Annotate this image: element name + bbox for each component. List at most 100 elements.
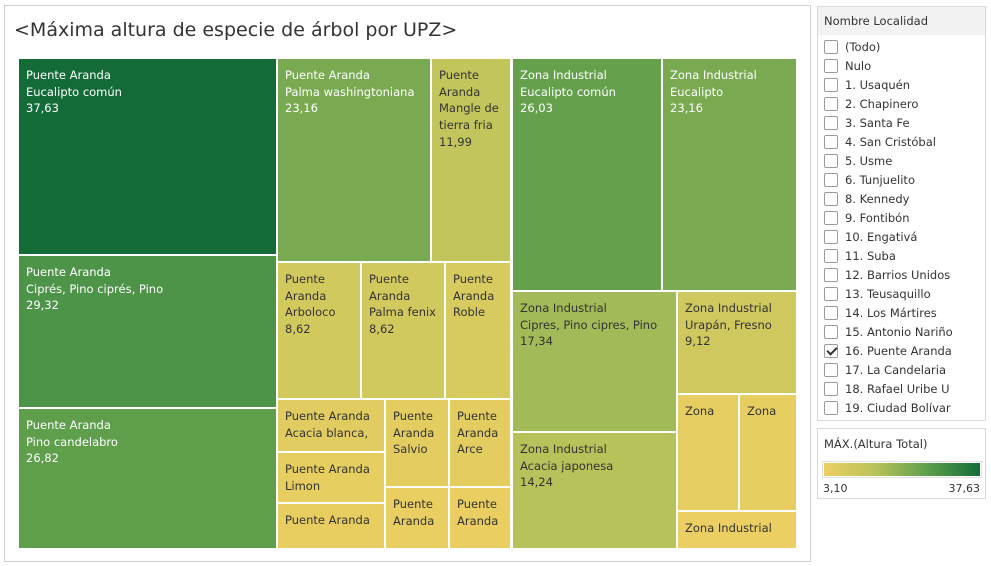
treemap-cell-label-line: Acacia japonesa xyxy=(520,458,614,473)
treemap-cell-label: Zona xyxy=(685,403,735,420)
filter-item[interactable]: 14. Los Mártires xyxy=(824,303,953,322)
treemap-cell-label-line: 8,62 xyxy=(369,322,395,337)
treemap-cell[interactable]: Puente Aranda Roble xyxy=(445,262,511,399)
treemap-cell-label-line: 8,62 xyxy=(285,322,311,337)
checkbox-icon[interactable] xyxy=(824,305,838,320)
treemap-cell-label-line: Zona Industrial xyxy=(520,442,607,456)
treemap-cell-label-line: 14,24 xyxy=(520,475,553,490)
treemap-cell[interactable]: Zona xyxy=(739,394,797,511)
filter-item[interactable]: (Todo) xyxy=(824,37,953,56)
treemap-cell-label-line: Aranda xyxy=(439,84,481,99)
treemap-cell[interactable]: Puente Aranda Eucalipto común 37,63 xyxy=(18,58,277,255)
checkbox-icon[interactable] xyxy=(824,286,838,301)
filter-item-label: Nulo xyxy=(845,58,872,73)
treemap-cell-label-line: Aranda xyxy=(393,425,435,440)
treemap-cell-label: Zona Industrial Urapán, Fresno 9,12 xyxy=(685,300,793,350)
treemap-cell-label: Puente Aranda Arboloco 8,62 xyxy=(285,271,357,338)
treemap-cell-label-line: Roble xyxy=(453,305,486,320)
filter-item[interactable]: 15. Antonio Nariño xyxy=(824,322,953,341)
treemap-cell[interactable]: Zona Industrial Eucalipto 23,16 xyxy=(662,58,797,291)
treemap-cell-label-line: Puente Aranda xyxy=(26,418,111,432)
treemap-cell-label: Puente Aranda xyxy=(457,496,507,529)
filter-item[interactable]: 19. Ciudad Bolívar xyxy=(824,398,953,417)
checkbox-icon[interactable] xyxy=(824,400,838,415)
filter-item-label: 5. Usme xyxy=(845,153,893,168)
treemap-cell[interactable]: Puente Aranda xyxy=(277,503,385,549)
treemap-cell[interactable]: Zona xyxy=(677,394,739,511)
filter-item[interactable]: 8. Kennedy xyxy=(824,189,953,208)
treemap-cell[interactable]: Puente Aranda Pino candelabro 26,82 xyxy=(18,408,277,549)
checkbox-icon[interactable] xyxy=(824,267,838,282)
treemap-cell[interactable]: Zona Industrial Eucalipto común 26,03 xyxy=(512,58,662,291)
treemap-chart: Puente Aranda Eucalipto común 37,63 Puente … xyxy=(5,6,812,563)
treemap-cell[interactable]: Puente Aranda Mangle de tierra fria 11,99 xyxy=(431,58,511,262)
treemap-cell[interactable]: Zona Industrial Urapán, Fresno 9,12 xyxy=(677,291,797,394)
treemap-cell[interactable]: Puente Aranda xyxy=(385,487,449,549)
checkbox-icon[interactable] xyxy=(824,172,838,187)
filter-item[interactable]: 5. Usme xyxy=(824,151,953,170)
treemap-cell[interactable]: Zona Industrial Cipres, Pino cipres, Pino… xyxy=(512,291,677,432)
checkbox-icon[interactable] xyxy=(824,191,838,206)
checkbox-icon[interactable] xyxy=(824,248,838,263)
checkbox-icon[interactable] xyxy=(824,77,838,92)
treemap-cell-label-line: 26,82 xyxy=(26,451,59,466)
treemap-cell[interactable]: Puente Aranda Palma fenix 8,62 xyxy=(361,262,445,399)
treemap-cell-label-line: 29,32 xyxy=(26,298,59,313)
treemap-cell[interactable]: Zona Industrial Acacia japonesa 14,24 xyxy=(512,432,677,549)
treemap-cell[interactable]: Puente Aranda Acacia blanca, xyxy=(277,399,385,452)
checkbox-icon[interactable] xyxy=(824,381,838,396)
filter-item[interactable]: 13. Teusaquillo xyxy=(824,284,953,303)
filter-item-label: 4. San Cristóbal xyxy=(845,134,936,149)
filter-item[interactable]: 9. Fontibón xyxy=(824,208,953,227)
filter-item[interactable]: 11. Suba xyxy=(824,246,953,265)
legend-gradient-bar xyxy=(822,461,982,478)
filter-item[interactable]: 3. Santa Fe xyxy=(824,113,953,132)
filter-item[interactable]: 10. Engativá xyxy=(824,227,953,246)
filter-item[interactable]: 6. Tunjuelito xyxy=(824,170,953,189)
filter-item[interactable]: 1. Usaquén xyxy=(824,75,953,94)
treemap-cell[interactable]: Zona Industrial xyxy=(677,511,797,549)
filter-item[interactable]: 2. Chapinero xyxy=(824,94,953,113)
treemap-cell-label: Puente Aranda Palma washingtoniana 23,16 xyxy=(285,67,427,117)
treemap-cell[interactable]: Puente Aranda Palma washingtoniana 23,16 xyxy=(277,58,431,262)
filter-item[interactable]: 18. Rafael Uribe U xyxy=(824,379,953,398)
treemap-cell-label-line: Puente Aranda xyxy=(26,68,111,82)
checkbox-checked-icon[interactable] xyxy=(824,343,838,358)
treemap-cell-label-line: Eucalipto xyxy=(670,84,724,99)
filter-item[interactable]: Nulo xyxy=(824,56,953,75)
treemap-cell[interactable]: Puente Aranda Ciprés, Pino ciprés, Pino 29… xyxy=(18,255,277,408)
treemap-cell[interactable]: Puente Aranda Arce xyxy=(449,399,511,487)
legend-min-label: 3,10 xyxy=(823,482,848,495)
checkbox-icon[interactable] xyxy=(824,58,838,73)
treemap-cell-label-line: Urapán, Fresno xyxy=(685,317,772,332)
filter-item[interactable]: 17. La Candelaria xyxy=(824,360,953,379)
checkbox-icon[interactable] xyxy=(824,96,838,111)
filter-item[interactable]: 16. Puente Aranda xyxy=(824,341,953,360)
checkbox-icon[interactable] xyxy=(824,153,838,168)
treemap-cell-label-line: Eucalipto común xyxy=(520,84,616,99)
treemap-cell[interactable]: Puente Aranda Arboloco 8,62 xyxy=(277,262,361,399)
filter-item-label: 12. Barrios Unidos xyxy=(845,267,951,282)
treemap-cell-label: Zona Industrial Acacia japonesa 14,24 xyxy=(520,441,673,491)
filter-item[interactable]: 4. San Cristóbal xyxy=(824,132,953,151)
treemap-cell-label-line: tierra fria xyxy=(439,118,493,133)
checkbox-icon[interactable] xyxy=(824,362,838,377)
treemap-cell-label-line: Pino candelabro xyxy=(26,434,118,449)
treemap-cell-label-line: Palma washingtoniana xyxy=(285,84,415,99)
treemap-cell-label-line: Puente xyxy=(457,497,497,511)
checkbox-icon[interactable] xyxy=(824,210,838,225)
legend-max-label: 37,63 xyxy=(948,482,981,495)
checkbox-icon[interactable] xyxy=(824,229,838,244)
treemap-cell[interactable]: Puente Aranda xyxy=(449,487,511,549)
checkbox-icon[interactable] xyxy=(824,324,838,339)
filter-item-label: 6. Tunjuelito xyxy=(845,172,915,187)
treemap-cell-label-line: 23,16 xyxy=(285,101,318,116)
checkbox-icon[interactable] xyxy=(824,39,838,54)
checkbox-icon[interactable] xyxy=(824,134,838,149)
filter-item[interactable]: 12. Barrios Unidos xyxy=(824,265,953,284)
checkbox-icon[interactable] xyxy=(824,115,838,130)
treemap-cell[interactable]: Puente Aranda Limon xyxy=(277,452,385,503)
treemap-cell[interactable]: Puente Aranda Salvio xyxy=(385,399,449,487)
treemap-cell-label-line: Puente Aranda xyxy=(285,513,370,527)
treemap-cell-label-line: 23,16 xyxy=(670,101,703,116)
